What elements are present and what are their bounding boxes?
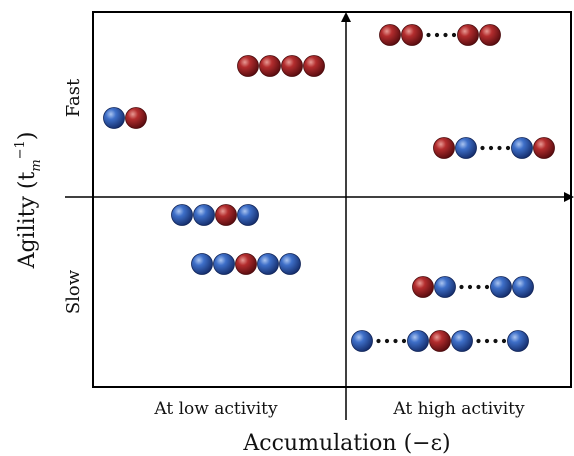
ellipsis-dot xyxy=(484,284,490,290)
chains-group xyxy=(103,24,555,352)
chain-high-fast-red-ellipsis xyxy=(379,24,501,46)
ellipsis-dot xyxy=(384,338,390,344)
blue-bead xyxy=(213,253,235,275)
ellipsis-dot xyxy=(467,284,473,290)
red-bead xyxy=(235,253,257,275)
blue-bead xyxy=(237,204,259,226)
blue-bead xyxy=(451,330,473,352)
low-activity-label: At low activity xyxy=(153,399,278,419)
red-bead xyxy=(379,24,401,46)
chain-high-slow-ellipsis xyxy=(412,276,534,298)
blue-bead xyxy=(257,253,279,275)
red-bead xyxy=(457,24,479,46)
ellipsis-dot xyxy=(451,32,457,38)
high-activity-label: At high activity xyxy=(392,399,525,419)
chain-high-fast-mixed-ellipsis xyxy=(433,137,555,159)
ellipsis-dot xyxy=(476,284,481,290)
chain-low-slow-four xyxy=(171,204,259,226)
red-bead xyxy=(479,24,501,46)
red-bead xyxy=(259,55,281,77)
red-bead xyxy=(412,276,434,298)
ellipsis-dot xyxy=(493,338,498,344)
blue-bead xyxy=(511,137,533,159)
blue-bead xyxy=(191,253,213,275)
fast-label: Fast xyxy=(63,78,84,117)
slow-label: Slow xyxy=(63,269,84,314)
red-bead xyxy=(433,137,455,159)
ellipsis-dot xyxy=(401,338,407,344)
x-axis-title: Accumulation (−ε) xyxy=(242,431,450,456)
chain-low-fast-four-red xyxy=(237,55,325,77)
ellipsis-dot xyxy=(376,338,381,344)
chain-low-fast-pair xyxy=(103,107,147,129)
ellipsis-dot xyxy=(443,32,448,38)
ellipsis-dot xyxy=(480,145,485,151)
red-bead xyxy=(281,55,303,77)
blue-bead xyxy=(351,330,373,352)
red-bead xyxy=(303,55,325,77)
blue-bead xyxy=(103,107,125,129)
blue-bead xyxy=(279,253,301,275)
plot-frame xyxy=(92,11,572,388)
red-bead xyxy=(125,107,147,129)
ellipsis-dot xyxy=(434,32,440,38)
ellipsis-dot xyxy=(505,145,511,151)
red-bead xyxy=(401,24,423,46)
red-bead xyxy=(429,330,451,352)
ellipsis-dot xyxy=(488,145,494,151)
ellipsis-dot xyxy=(476,338,481,344)
ellipsis-dot xyxy=(501,338,507,344)
red-bead xyxy=(533,137,555,159)
ellipsis-dot xyxy=(459,284,464,290)
blue-bead xyxy=(171,204,193,226)
ellipsis-dot xyxy=(497,145,502,151)
blue-bead xyxy=(455,137,477,159)
blue-bead xyxy=(434,276,456,298)
chain-low-slow-five xyxy=(191,253,301,275)
blue-bead xyxy=(507,330,529,352)
ellipsis-dot xyxy=(393,338,398,344)
red-bead xyxy=(237,55,259,77)
blue-bead xyxy=(512,276,534,298)
blue-bead xyxy=(490,276,512,298)
y-axis-title: Agility (tm−1) xyxy=(13,132,44,270)
ellipsis-dot xyxy=(426,32,431,38)
ellipsis-dot xyxy=(484,338,490,344)
blue-bead xyxy=(193,204,215,226)
chain-high-slow-long xyxy=(351,330,529,352)
blue-bead xyxy=(407,330,429,352)
red-bead xyxy=(215,204,237,226)
